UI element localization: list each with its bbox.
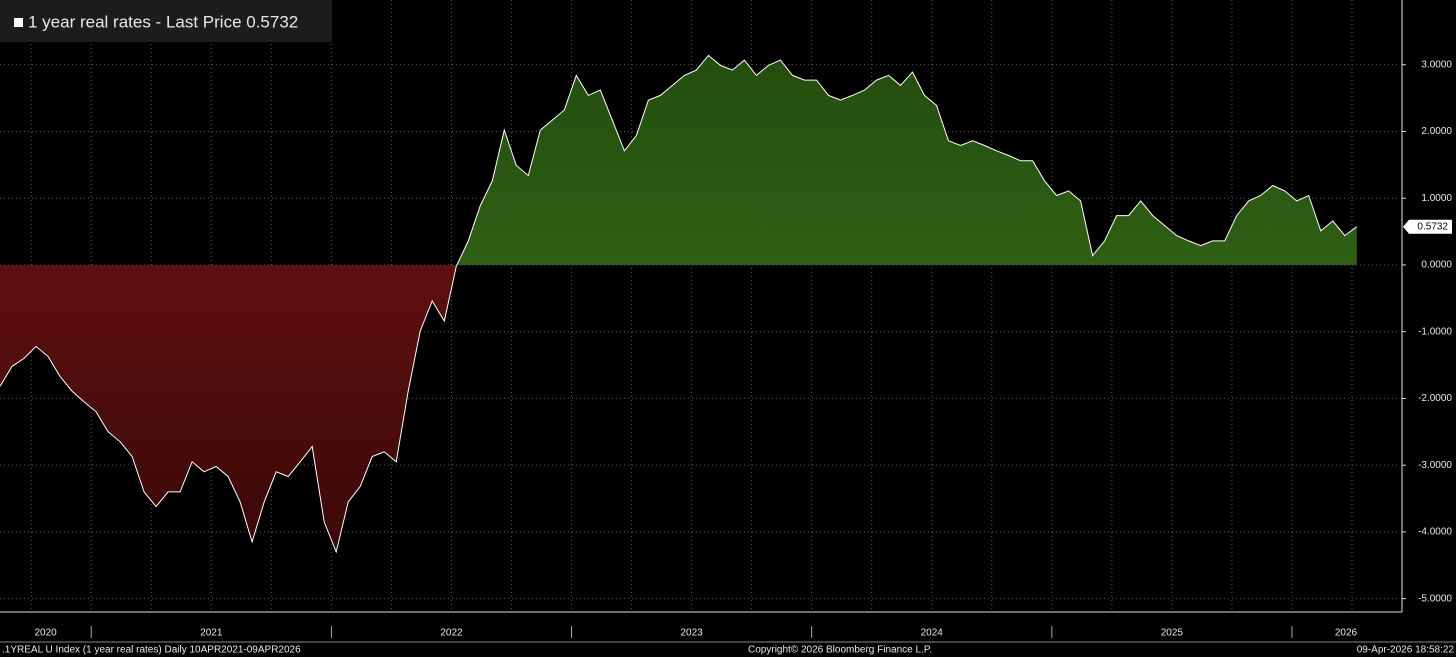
y-tick-label: -1.0000 bbox=[1418, 326, 1452, 337]
area-positive bbox=[0, 55, 1357, 265]
x-tick-label: 2020 bbox=[35, 628, 58, 639]
footer-right: 09-Apr-2026 18:58:22 bbox=[1357, 645, 1455, 656]
area-negative bbox=[0, 264, 457, 552]
x-tick-label: 2023 bbox=[680, 628, 703, 639]
footer-left: .1YREAL U Index (1 year real rates) Dail… bbox=[2, 645, 301, 656]
y-tick-label: 1.0000 bbox=[1421, 193, 1452, 204]
footer-center: Copyright© 2026 Bloomberg Finance L.P. bbox=[748, 645, 932, 656]
y-tick-label: -3.0000 bbox=[1418, 460, 1452, 471]
legend-swatch bbox=[14, 18, 23, 27]
y-tick-label: -5.0000 bbox=[1418, 593, 1452, 604]
line bbox=[0, 54, 1358, 554]
x-tick-label: 2026 bbox=[1335, 628, 1358, 639]
x-tick-label: 2024 bbox=[921, 628, 944, 639]
x-tick-label: 2025 bbox=[1161, 628, 1184, 639]
y-tick-label: -2.0000 bbox=[1418, 393, 1452, 404]
x-tick-label: 2022 bbox=[440, 628, 463, 639]
y-tick-label: -4.0000 bbox=[1418, 527, 1452, 538]
y-tick-label: 3.0000 bbox=[1421, 59, 1452, 70]
plot-area: 3.0000 2.0000 1.0000 0.0000 -1.0000 -2.0000 -3… bbox=[0, 0, 1452, 639]
last-price-tag bbox=[1403, 219, 1452, 234]
last-price-label: 0.5732 bbox=[1417, 221, 1448, 232]
y-tick-label: 0.0000 bbox=[1421, 260, 1452, 271]
y-tick-label: 2.0000 bbox=[1421, 126, 1452, 137]
chart-title: 1 year real rates - Last Price 0.5732 bbox=[28, 12, 298, 31]
x-tick-label: 2021 bbox=[200, 628, 223, 639]
title-box bbox=[0, 0, 332, 42]
